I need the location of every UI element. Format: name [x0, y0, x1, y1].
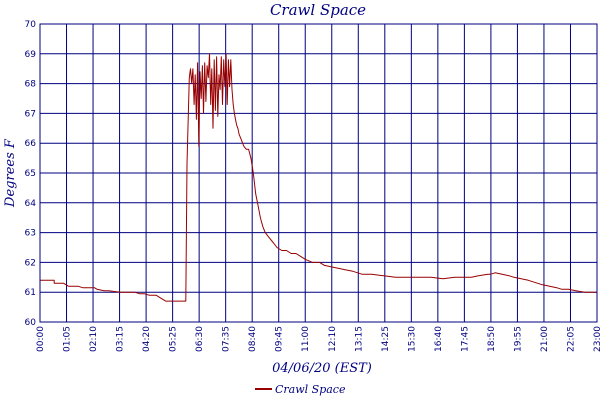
y-tick-label: 65 — [25, 169, 36, 179]
x-axis-label: 04/06/20 (EST) — [272, 361, 372, 376]
x-tick-label: 17:45 — [460, 326, 470, 352]
legend-label: Crawl Space — [275, 383, 346, 396]
x-tick-label: 03:15 — [116, 326, 126, 352]
y-tick-label: 67 — [25, 109, 36, 119]
x-tick-label: 02:10 — [89, 326, 99, 352]
y-tick-label: 69 — [25, 50, 37, 60]
chart-title: Crawl Space — [270, 1, 366, 19]
x-tick-label: 23:00 — [593, 326, 600, 352]
series-line-crawl-space — [40, 53, 597, 302]
y-tick-label: 64 — [25, 199, 37, 209]
y-axis-tick-labels: 60 61 62 63 64 65 66 67 68 69 70 — [25, 20, 37, 328]
y-tick-label: 61 — [25, 288, 36, 298]
x-tick-label: 14:25 — [381, 326, 391, 352]
series-layer — [40, 53, 597, 302]
x-tick-label: 05:25 — [169, 326, 179, 352]
x-tick-label: 06:30 — [195, 326, 205, 352]
x-tick-label: 07:35 — [222, 326, 232, 352]
x-tick-label: 13:15 — [354, 326, 364, 352]
x-tick-label: 08:40 — [248, 326, 258, 352]
y-tick-label: 68 — [25, 80, 37, 90]
plot-frame — [39, 23, 598, 323]
x-tick-label: 16:40 — [434, 326, 444, 352]
x-tick-label: 15:30 — [407, 326, 417, 352]
y-tick-label: 63 — [25, 229, 36, 239]
y-tick-label: 62 — [25, 258, 36, 268]
x-axis-tick-labels: 00:00 01:05 02:10 03:15 04:20 05:25 06:30 07:35… — [36, 326, 600, 352]
x-tick-label: 00:00 — [36, 326, 46, 352]
y-tick-label: 60 — [25, 318, 37, 328]
y-axis-label: Degrees F — [3, 138, 18, 208]
x-tick-label: 19:55 — [513, 326, 523, 352]
y-tick-label: 66 — [25, 139, 37, 149]
x-tick-label: 01:05 — [63, 326, 73, 352]
x-tick-label: 09:45 — [275, 326, 285, 352]
x-tick-label: 22:05 — [566, 326, 576, 352]
x-tick-label: 11:00 — [301, 326, 311, 352]
y-tick-label: 70 — [25, 20, 37, 30]
x-tick-label: 21:00 — [540, 326, 550, 352]
x-tick-label: 04:20 — [142, 326, 152, 352]
legend: Crawl Space — [255, 383, 346, 396]
x-tick-label: 12:10 — [328, 326, 338, 352]
x-tick-label: 18:50 — [487, 326, 497, 352]
